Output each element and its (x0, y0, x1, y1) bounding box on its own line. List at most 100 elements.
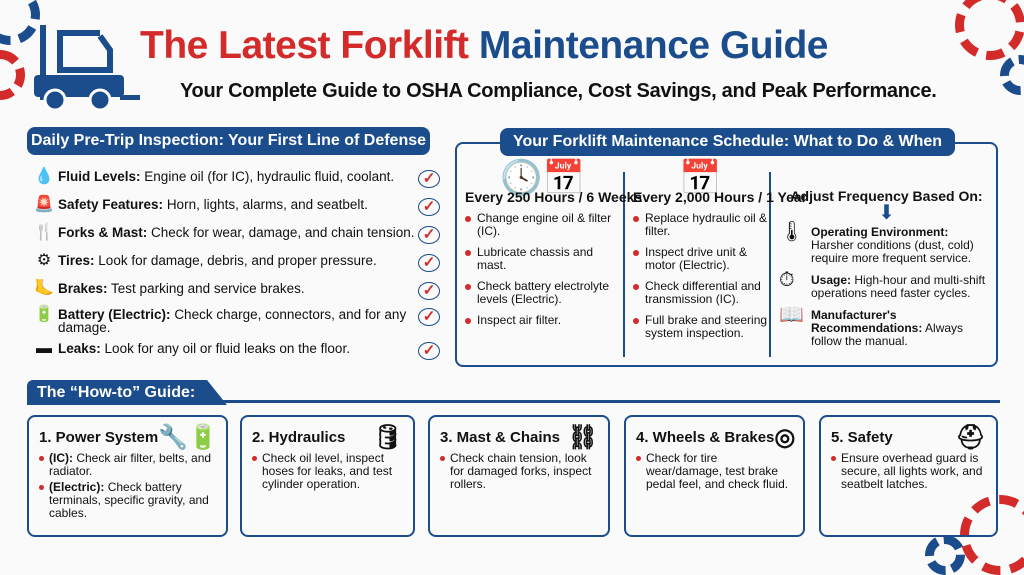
engine-battery-icon: 🔧🔋 (158, 424, 218, 451)
checklist-text: Battery (Electric): Check charge, connec… (58, 307, 418, 335)
clock-calendar-icon: 🕓📅 (500, 159, 585, 197)
checklist-text: Safety Features: Horn, lights, alarms, a… (58, 197, 418, 212)
adjust-desc: High-hour and multi-shift operations nee… (811, 273, 986, 300)
card-title-text: 3. Mast & Chains (440, 429, 561, 446)
thermometer-icon: 🌡 (779, 221, 805, 243)
gear-icon (0, 0, 40, 45)
card-item: (Electric): Check battery terminals, spe… (39, 481, 216, 520)
schedule-heading: Every 250 Hours / 6 Weeks (465, 189, 643, 205)
card-title: 1. Power System 🔧🔋 (39, 424, 218, 451)
task-item: Inspect air filter. (465, 314, 620, 327)
item-label: Safety Features: (58, 197, 164, 212)
item-text: Check for wear, damage, and chain tensio… (151, 225, 415, 240)
task-item: Full brake and steering system inspectio… (633, 314, 768, 340)
forklift-icon (34, 25, 140, 112)
howto-title: The “How-to” Guide: (27, 380, 227, 405)
page-subtitle: Your Complete Guide to OSHA Compliance, … (180, 80, 937, 102)
checklist-item: 🔋 Battery (Electric): Check charge, conne… (30, 306, 440, 335)
schedule-title: Your Forklift Maintenance Schedule: What… (500, 128, 955, 156)
card-list: (IC): Check air filter, belts, and radia… (39, 452, 216, 520)
checklist-text: Fluid Levels: Engine oil (for IC), hydra… (58, 169, 418, 184)
item-text: Horn, lights, alarms, and seatbelt. (166, 197, 368, 212)
adjust-frequency: Adjust Frequency Based On: ⬇ 🌡 Operating … (779, 184, 994, 357)
title-red: The Latest Forklift (140, 24, 469, 67)
howto-card: 5. Safety ⛑ Ensure overhead guard is secur… (819, 415, 998, 537)
checklist-text: Leaks: Look for any oil or fluid leaks o… (58, 342, 418, 356)
schedule-2000h: 📅 Every 2,000 Hours / 1 Year Replace hyd… (633, 161, 807, 348)
checklist-item: ▬ Leaks: Look for any oil or fluid leaks … (30, 340, 440, 360)
gear-icon (955, 0, 1024, 60)
item-text: Look for damage, debris, and proper pres… (98, 253, 377, 268)
card-item-text: Check air filter, belts, and radiator. (49, 451, 212, 478)
item-label: Battery (Electric): (58, 307, 171, 322)
fork-icon: 🍴 (34, 224, 54, 241)
card-title-text: 4. Wheels & Brakes (636, 429, 775, 446)
checkmark-icon: ✓ (418, 254, 440, 272)
brake-disc-icon: ◎ (774, 424, 796, 451)
card-item: Ensure overhead guard is secure, all lig… (831, 452, 986, 491)
item-text: Engine oil (for IC), hydraulic fluid, co… (144, 169, 395, 184)
checklist-item: 🍴 Forks & Mast: Check for wear, damage, a… (30, 224, 440, 244)
task-item: Check differential and transmission (IC)… (633, 280, 768, 306)
card-item: Check chain tension, look for damaged fo… (440, 452, 598, 491)
checkmark-icon: ✓ (418, 308, 440, 326)
card-title: 5. Safety ⛑ (831, 424, 986, 451)
adjust-label: Operating Environment: (811, 225, 949, 239)
divider (27, 400, 1000, 403)
checkmark-icon: ✓ (418, 226, 440, 244)
adjust-item: ⏱ Usage: High-hour and multi-shift operat… (779, 269, 994, 300)
task-item: Inspect drive unit & motor (Electric). (633, 246, 768, 272)
title-blue: Maintenance Guide (478, 24, 829, 67)
card-item-text: Check for tire wear/damage, test brake p… (646, 451, 789, 491)
adjust-list: 🌡 Operating Environment: Harsher conditio… (779, 221, 994, 348)
card-item-text: Ensure overhead guard is secure, all lig… (841, 451, 983, 491)
clock-gear-icon: ⏱ (779, 269, 795, 291)
task-list: Change engine oil & filter (IC). Lubricat… (465, 212, 620, 327)
gear-icon (925, 535, 965, 575)
checklist-text: Forks & Mast: Check for wear, damage, an… (58, 225, 418, 240)
task-item: Change engine oil & filter (IC). (465, 212, 620, 238)
divider (769, 172, 771, 357)
card-title: 2. Hydraulics 🛢 (252, 426, 403, 450)
hardhat-seatbelt-icon: ⛑ (955, 424, 986, 451)
howto-card: 2. Hydraulics 🛢 Check oil level, inspect h… (240, 415, 415, 537)
task-item: Replace hydraulic oil & filter. (633, 212, 768, 238)
adjust-text: Usage: High-hour and multi-shift operati… (811, 274, 994, 300)
card-title-text: 2. Hydraulics (252, 429, 346, 446)
card-item-label: (IC): (49, 451, 73, 465)
item-text: Check charge, connectors, and for any da… (58, 307, 407, 335)
checkmark-icon: ✓ (418, 198, 440, 216)
gear-icon (0, 50, 25, 100)
checkmark-icon: ✓ (418, 342, 440, 360)
task-item: Check battery electrolyte levels (Electr… (465, 280, 620, 306)
battery-icon: 🔋 (34, 306, 54, 323)
card-list: Check for tire wear/damage, test brake p… (636, 452, 793, 491)
manual-book-icon: 📖 (779, 304, 804, 326)
item-text: Test parking and service brakes. (111, 281, 305, 296)
checklist-item: 💧 Fluid Levels: Engine oil (for IC), hydr… (30, 169, 440, 188)
adjust-desc: Harsher conditions (dust, cold) require … (811, 238, 974, 265)
checklist-text: Brakes: Test parking and service brakes. (58, 281, 418, 296)
checklist-item: ⚙ Tires: Look for damage, debris, and pro… (30, 253, 440, 272)
card-title: 3. Mast & Chains ⛓ (440, 426, 598, 450)
arrow-down-icon: ⬇ (878, 202, 895, 224)
schedule-panel: 🕓📅 Every 250 Hours / 6 Weeks Change engi… (455, 142, 998, 367)
card-list: Check chain tension, look for damaged fo… (440, 452, 598, 491)
card-list: Check oil level, inspect hoses for leaks… (252, 452, 403, 491)
beacon-icon: 🚨 (34, 196, 54, 213)
card-list: Ensure overhead guard is secure, all lig… (831, 452, 986, 491)
howto-card: 3. Mast & Chains ⛓ Check chain tension, lo… (428, 415, 610, 537)
howto-card: 4. Wheels & Brakes ◎ Check for tire wear/d… (624, 415, 805, 537)
checkmark-icon: ✓ (418, 282, 440, 300)
card-item-label: (Electric): (49, 480, 105, 494)
checklist-item: 🚨 Safety Features: Horn, lights, alarms, … (30, 196, 440, 216)
adjust-text: Operating Environment: Harsher condition… (811, 226, 994, 265)
schedule-250h: 🕓📅 Every 250 Hours / 6 Weeks Change engi… (465, 159, 643, 335)
item-label: Forks & Mast: (58, 225, 148, 240)
task-list: Replace hydraulic oil & filter. Inspect d… (633, 212, 768, 340)
card-item: Check for tire wear/damage, test brake p… (636, 452, 793, 491)
card-item-text: Check battery terminals, specific gravit… (49, 480, 209, 520)
daily-section-title: Daily Pre-Trip Inspection: Your First Li… (27, 127, 430, 155)
adjust-heading: Adjust Frequency Based On: (790, 188, 983, 204)
leak-puddle-icon: ▬ (36, 340, 52, 357)
